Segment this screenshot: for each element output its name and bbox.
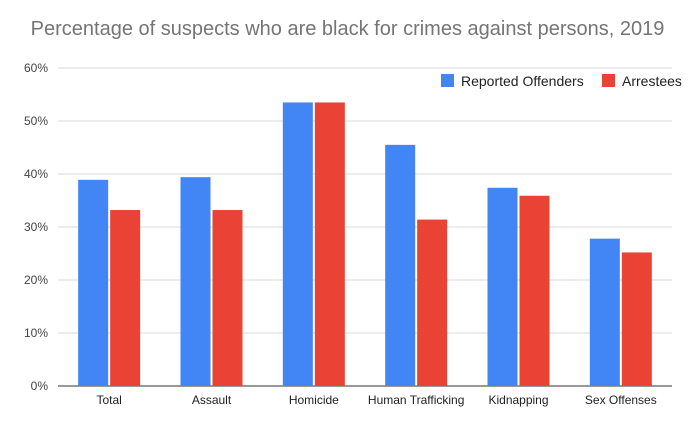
y-tick-label: 60% (24, 61, 48, 75)
y-tick-label: 20% (24, 273, 48, 287)
bar-reported-offenders-homicide (282, 102, 313, 386)
x-tick-label: Human Trafficking (368, 393, 465, 407)
legend-label: Reported Offenders (461, 73, 584, 89)
x-tick-label: Sex Offenses (585, 393, 657, 407)
legend: Reported Offenders Arrestees (441, 73, 682, 89)
legend-label: Arrestees (622, 73, 682, 89)
legend-swatch (441, 74, 454, 87)
bar-reported-offenders-sex-offenses (589, 238, 620, 386)
bar-arrestees-homicide (314, 102, 345, 386)
bar-reported-offenders-assault (180, 177, 211, 386)
x-tick-label: Homicide (289, 393, 339, 407)
bar-arrestees-total (110, 210, 141, 386)
x-tick-label: Assault (192, 393, 232, 407)
y-tick-label: 50% (24, 114, 48, 128)
bars (78, 102, 652, 386)
gridlines (58, 67, 672, 387)
y-tick-label: 30% (24, 220, 48, 234)
x-tick-label: Total (96, 393, 121, 407)
y-tick-label: 40% (24, 167, 48, 181)
bar-arrestees-kidnapping (519, 195, 550, 386)
bar-reported-offenders-human-trafficking (385, 144, 416, 386)
y-tick-label: 10% (24, 326, 48, 340)
bar-reported-offenders-kidnapping (487, 187, 518, 386)
bar-arrestees-human-trafficking (417, 219, 448, 386)
x-tick-label: Kidnapping (488, 393, 548, 407)
chart-title: Percentage of suspects who are black for… (30, 18, 665, 40)
bar-arrestees-sex-offenses (621, 252, 652, 386)
legend-swatch (602, 74, 615, 87)
y-tick-label: 0% (31, 379, 49, 393)
x-axis-labels: Total Assault Homicide Human Trafficking Kid… (96, 393, 656, 407)
y-axis-ticks: 0% 10% 20% 30% 40% 50% 60% (24, 61, 48, 393)
bar-reported-offenders-total (78, 179, 109, 386)
bar-arrestees-assault (212, 210, 243, 386)
